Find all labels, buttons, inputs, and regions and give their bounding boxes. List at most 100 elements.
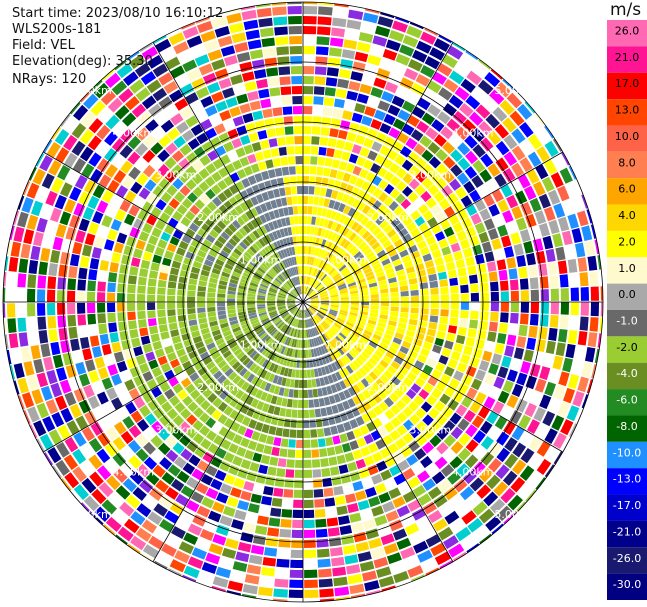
velocity-gate — [224, 367, 234, 377]
velocity-gate — [349, 512, 362, 523]
velocity-gate — [311, 136, 320, 145]
velocity-gate — [170, 112, 184, 126]
velocity-gate — [472, 501, 488, 516]
velocity-gate — [329, 327, 338, 335]
velocity-gate — [28, 259, 39, 274]
velocity-gate — [109, 332, 120, 343]
velocity-gate — [128, 455, 142, 469]
velocity-gate — [237, 336, 246, 344]
velocity-gate — [567, 213, 579, 229]
velocity-gate — [233, 329, 243, 337]
velocity-gate — [282, 312, 290, 319]
velocity-gate — [509, 312, 519, 324]
velocity-gate — [268, 232, 276, 242]
velocity-gate — [560, 419, 574, 436]
colorbar-swatch — [607, 178, 647, 205]
velocity-gate — [214, 68, 229, 80]
velocity-gate — [453, 342, 464, 353]
velocity-gate — [298, 309, 301, 318]
velocity-gate — [212, 397, 223, 408]
velocity-gate — [330, 189, 339, 200]
velocity-gate — [325, 280, 334, 287]
velocity-gate — [350, 221, 360, 231]
velocity-gate — [248, 132, 259, 143]
velocity-gate — [81, 244, 93, 257]
velocity-gate — [180, 83, 195, 96]
velocity-gate — [291, 529, 303, 538]
velocity-gate — [303, 329, 305, 338]
velocity-gate — [169, 267, 180, 276]
velocity-gate — [152, 407, 165, 420]
velocity-gate — [352, 480, 364, 492]
velocity-gate — [243, 19, 259, 31]
velocity-gate — [275, 278, 283, 285]
velocity-gate — [277, 250, 284, 260]
velocity-gate — [286, 269, 292, 278]
velocity-gate — [339, 311, 348, 317]
velocity-gate — [335, 279, 344, 285]
velocity-gate — [140, 71, 157, 86]
velocity-gate — [120, 430, 134, 445]
velocity-gate — [337, 248, 345, 257]
velocity-gate — [55, 147, 70, 163]
velocity-gate — [93, 82, 110, 99]
velocity-gate — [526, 337, 537, 351]
velocity-gate — [490, 291, 499, 302]
velocity-gate — [257, 302, 266, 305]
velocity-gate — [360, 336, 369, 344]
velocity-gate — [281, 311, 289, 318]
velocity-gate — [314, 186, 321, 196]
velocity-gate — [207, 311, 217, 318]
velocity-gate — [460, 302, 469, 310]
velocity-gate — [120, 128, 135, 143]
velocity-gate — [484, 372, 496, 385]
velocity-gate — [549, 314, 559, 328]
velocity-gate — [376, 249, 386, 258]
velocity-gate — [57, 290, 66, 302]
velocity-gate — [36, 217, 48, 233]
velocity-gate — [92, 184, 106, 199]
velocity-gate — [540, 289, 549, 302]
velocity-gate — [235, 551, 250, 563]
velocity-gate — [59, 182, 73, 198]
velocity-gate — [283, 489, 294, 498]
ring-label: 1.00km — [325, 254, 367, 267]
velocity-gate — [388, 346, 398, 355]
velocity-gate — [112, 154, 126, 168]
velocity-gate — [351, 331, 361, 338]
velocity-gate — [275, 396, 283, 406]
velocity-gate — [322, 276, 330, 284]
velocity-gate — [344, 452, 355, 463]
velocity-gate — [372, 417, 383, 429]
velocity-gate — [187, 313, 197, 321]
velocity-gate — [303, 369, 307, 378]
velocity-gate — [137, 310, 146, 320]
velocity-gate — [414, 377, 426, 388]
ring-label: 3.00km — [409, 169, 451, 182]
velocity-gate — [370, 211, 381, 222]
colorbar-swatch — [607, 310, 647, 337]
velocity-gate — [410, 302, 419, 308]
velocity-gate — [514, 501, 526, 514]
velocity-gate — [495, 157, 509, 172]
velocity-gate — [272, 280, 281, 287]
velocity-gate — [556, 185, 570, 202]
velocity-gate — [301, 329, 303, 338]
velocity-gate — [571, 359, 583, 375]
velocity-gate — [250, 493, 262, 504]
velocity-gate — [272, 342, 279, 351]
velocity-gate — [164, 171, 177, 183]
velocity-gate — [30, 245, 41, 261]
velocity-gate — [101, 214, 113, 228]
velocity-gate — [293, 389, 299, 398]
velocity-gate — [340, 357, 348, 366]
velocity-gate — [452, 42, 466, 52]
velocity-gate — [63, 454, 79, 471]
velocity-gate — [268, 373, 276, 383]
velocity-gate — [245, 384, 254, 394]
velocity-gate — [328, 395, 336, 405]
velocity-gate — [396, 269, 406, 277]
velocity-gate — [315, 518, 327, 528]
velocity-gate — [416, 516, 431, 530]
velocity-gate — [379, 219, 389, 230]
